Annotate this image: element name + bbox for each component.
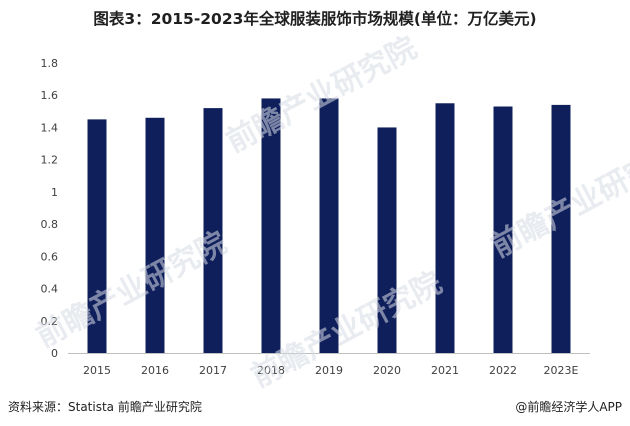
chart-title: 图表3：2015-2023年全球服装服饰市场规模(单位：万亿美元) (93, 10, 537, 28)
at-symbol: @ (515, 400, 528, 414)
y-tick-label: 1.4 (41, 121, 59, 134)
y-tick-label: 0.4 (41, 283, 59, 296)
bar-2022 (493, 106, 513, 353)
source-note: 资料来源：Statista 前瞻产业研究院 (8, 400, 202, 414)
y-tick-label: 1 (51, 186, 58, 199)
bar-2021 (435, 103, 455, 354)
x-tick-label: 2020 (373, 364, 401, 377)
x-tick-label: 2023E (544, 364, 579, 377)
brand-credit: @前瞻经济学人APP (515, 398, 622, 415)
brand-name: 前瞻经济学人APP (527, 400, 622, 414)
x-tick-label: 2021 (431, 364, 459, 377)
bar-2023E (551, 104, 571, 353)
bar-2015 (87, 119, 107, 353)
bar-2016 (145, 117, 165, 354)
bar-2019 (319, 98, 339, 353)
y-tick-label: 0.6 (41, 250, 59, 263)
bar-series (87, 98, 571, 354)
y-tick-label: 0.8 (41, 218, 59, 231)
x-tick-label: 2018 (257, 364, 285, 377)
y-axis: 0 0.2 0.4 0.6 0.8 1 1.2 1.4 1.6 1.8 (41, 57, 59, 360)
x-tick-label: 2017 (199, 364, 227, 377)
bar-2017 (203, 108, 223, 353)
x-tick-label: 2022 (489, 364, 517, 377)
y-tick-label: 0.2 (41, 315, 59, 328)
bar-2018 (261, 98, 281, 353)
x-tick-label: 2016 (141, 364, 169, 377)
x-tick-label: 2015 (83, 364, 111, 377)
y-tick-label: 1.6 (41, 89, 59, 102)
y-tick-label: 1.8 (41, 57, 59, 70)
x-axis: 2015 2016 2017 2018 2019 2020 2021 2022 2023E (83, 364, 579, 377)
x-tick-label: 2019 (315, 364, 343, 377)
y-tick-label: 1.2 (41, 154, 59, 167)
y-tick-label: 0 (51, 347, 58, 360)
bar-2020 (377, 127, 397, 353)
